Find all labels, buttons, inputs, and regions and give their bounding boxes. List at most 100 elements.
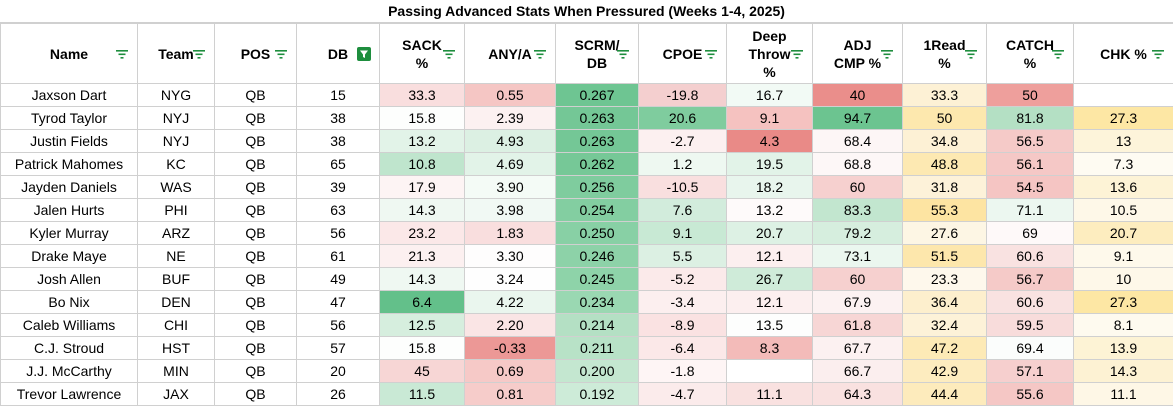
cell-deep[interactable]: 12.1 [726, 244, 813, 268]
filter-icon[interactable] [1151, 47, 1165, 61]
cell-pos[interactable]: QB [214, 313, 297, 337]
cell-name[interactable]: Tyrod Taylor [0, 106, 138, 130]
cell-pos[interactable]: QB [214, 382, 297, 406]
cell-anya[interactable]: 4.69 [464, 152, 556, 176]
cell-team[interactable]: KC [137, 152, 215, 176]
column-header-name[interactable]: Name [0, 23, 138, 84]
cell-sack[interactable]: 21.3 [379, 244, 465, 268]
cell-catch[interactable]: 69 [986, 221, 1074, 245]
cell-sack[interactable]: 14.3 [379, 198, 465, 222]
cell-anya[interactable]: 2.20 [464, 313, 556, 337]
cell-cpoe[interactable]: 9.1 [638, 221, 727, 245]
filter-icon[interactable] [1051, 47, 1065, 61]
cell-name[interactable]: Caleb Williams [0, 313, 138, 337]
cell-team[interactable]: DEN [137, 290, 215, 314]
cell-pos[interactable]: QB [214, 83, 297, 107]
cell-anya[interactable]: 1.83 [464, 221, 556, 245]
cell-db[interactable]: 61 [296, 244, 380, 268]
cell-catch[interactable]: 60.6 [986, 290, 1074, 314]
column-header-anya[interactable]: ANY/A [464, 23, 556, 84]
cell-team[interactable]: MIN [137, 359, 215, 383]
cell-cpoe[interactable]: -8.9 [638, 313, 727, 337]
cell-anya[interactable]: -0.33 [464, 336, 556, 360]
cell-name[interactable]: Jalen Hurts [0, 198, 138, 222]
cell-sack[interactable]: 14.3 [379, 267, 465, 291]
cell-deep[interactable]: 13.2 [726, 198, 813, 222]
cell-deep[interactable]: 12.1 [726, 290, 813, 314]
cell-db[interactable]: 26 [296, 382, 380, 406]
cell-anya[interactable]: 0.69 [464, 359, 556, 383]
column-header-catch[interactable]: CATCH % [986, 23, 1074, 84]
cell-deep[interactable]: 20.7 [726, 221, 813, 245]
cell-db[interactable]: 57 [296, 336, 380, 360]
cell-anya[interactable]: 3.98 [464, 198, 556, 222]
cell-scrm[interactable]: 0.256 [555, 175, 639, 199]
cell-chk[interactable]: 13.6 [1073, 175, 1173, 199]
cell-db[interactable]: 15 [296, 83, 380, 107]
cell-catch[interactable]: 71.1 [986, 198, 1074, 222]
cell-db[interactable]: 65 [296, 152, 380, 176]
cell-team[interactable]: WAS [137, 175, 215, 199]
cell-adj[interactable]: 66.7 [812, 359, 903, 383]
cell-scrm[interactable]: 0.263 [555, 129, 639, 153]
cell-chk[interactable]: 10 [1073, 267, 1173, 291]
cell-scrm[interactable]: 0.245 [555, 267, 639, 291]
cell-adj[interactable]: 67.9 [812, 290, 903, 314]
cell-adj[interactable]: 60 [812, 267, 903, 291]
cell-adj[interactable]: 68.4 [812, 129, 903, 153]
cell-sack[interactable]: 12.5 [379, 313, 465, 337]
cell-deep[interactable]: 18.2 [726, 175, 813, 199]
cell-deep[interactable]: 13.5 [726, 313, 813, 337]
cell-pos[interactable]: QB [214, 336, 297, 360]
cell-chk[interactable]: 7.3 [1073, 152, 1173, 176]
cell-read1[interactable]: 50 [902, 106, 987, 130]
cell-team[interactable]: JAX [137, 382, 215, 406]
cell-read1[interactable]: 23.3 [902, 267, 987, 291]
filter-icon[interactable] [790, 47, 804, 61]
cell-read1[interactable]: 31.8 [902, 175, 987, 199]
cell-db[interactable]: 20 [296, 359, 380, 383]
cell-read1[interactable]: 47.2 [902, 336, 987, 360]
filter-icon[interactable] [704, 47, 718, 61]
cell-anya[interactable]: 4.93 [464, 129, 556, 153]
cell-db[interactable]: 38 [296, 106, 380, 130]
cell-team[interactable]: PHI [137, 198, 215, 222]
filter-icon[interactable] [274, 47, 288, 61]
cell-team[interactable]: NYJ [137, 106, 215, 130]
column-header-sack[interactable]: SACK % [379, 23, 465, 84]
filter-icon[interactable] [115, 47, 129, 61]
cell-cpoe[interactable]: 5.5 [638, 244, 727, 268]
cell-name[interactable]: Drake Maye [0, 244, 138, 268]
cell-deep[interactable]: 11.1 [726, 382, 813, 406]
column-header-pos[interactable]: POS [214, 23, 297, 84]
cell-cpoe[interactable]: -3.4 [638, 290, 727, 314]
cell-name[interactable]: Trevor Lawrence [0, 382, 138, 406]
cell-name[interactable]: Patrick Mahomes [0, 152, 138, 176]
cell-pos[interactable]: QB [214, 152, 297, 176]
cell-pos[interactable]: QB [214, 244, 297, 268]
cell-adj[interactable]: 40 [812, 83, 903, 107]
cell-cpoe[interactable]: 1.2 [638, 152, 727, 176]
cell-team[interactable]: ARZ [137, 221, 215, 245]
cell-scrm[interactable]: 0.192 [555, 382, 639, 406]
cell-db[interactable]: 63 [296, 198, 380, 222]
cell-scrm[interactable]: 0.200 [555, 359, 639, 383]
cell-deep[interactable]: 8.3 [726, 336, 813, 360]
column-header-cpoe[interactable]: CPOE [638, 23, 727, 84]
cell-adj[interactable]: 73.1 [812, 244, 903, 268]
cell-read1[interactable]: 27.6 [902, 221, 987, 245]
cell-db[interactable]: 47 [296, 290, 380, 314]
cell-sack[interactable]: 11.5 [379, 382, 465, 406]
cell-pos[interactable]: QB [214, 267, 297, 291]
cell-scrm[interactable]: 0.211 [555, 336, 639, 360]
cell-chk[interactable]: 11.1 [1073, 382, 1173, 406]
cell-scrm[interactable]: 0.254 [555, 198, 639, 222]
cell-team[interactable]: NYJ [137, 129, 215, 153]
cell-chk[interactable]: 13 [1073, 129, 1173, 153]
cell-catch[interactable]: 55.6 [986, 382, 1074, 406]
cell-db[interactable]: 49 [296, 267, 380, 291]
cell-chk[interactable] [1073, 83, 1173, 107]
filter-icon[interactable] [616, 47, 630, 61]
cell-chk[interactable]: 14.3 [1073, 359, 1173, 383]
cell-chk[interactable]: 20.7 [1073, 221, 1173, 245]
